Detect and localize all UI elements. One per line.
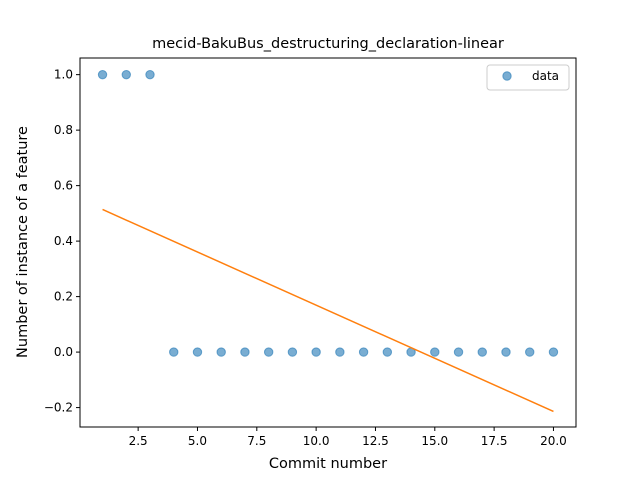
x-axis: 2.5 5.0 7.5 10.0 12.5 15.0 17.5 20.0	[129, 427, 567, 448]
data-point	[525, 347, 535, 357]
y-axis: −0.2 0.0 0.2 0.4 0.6 0.8 1.0	[44, 68, 80, 415]
legend-label-data: data	[532, 69, 559, 83]
legend-box	[486, 64, 570, 91]
data-point	[548, 347, 559, 357]
x-tick-label: 7.5	[247, 434, 266, 448]
x-axis-label: Commit number	[269, 456, 387, 472]
x-tick-label: 2.5	[129, 434, 148, 448]
data-point	[382, 347, 393, 357]
data-point	[145, 69, 155, 80]
y-tick-label: 0.4	[54, 234, 73, 248]
x-tick-label: 15.0	[421, 434, 448, 448]
data-point	[335, 347, 345, 357]
y-tick-label: 1.0	[54, 68, 73, 82]
data-point	[358, 347, 369, 357]
data-point	[169, 347, 179, 357]
data-point	[192, 347, 203, 357]
data-point	[121, 69, 131, 80]
x-tick-label: 10.0	[303, 434, 330, 448]
data-point	[287, 347, 298, 357]
data-point	[477, 347, 487, 357]
data-point	[97, 69, 108, 80]
data-point	[216, 347, 226, 357]
y-tick-label: −0.2	[44, 401, 73, 415]
legend: data	[486, 64, 570, 91]
y-tick-label: 0.0	[54, 345, 73, 359]
data-point	[501, 347, 511, 357]
legend-marker-data	[502, 71, 512, 81]
x-tick-label: 20.0	[540, 434, 567, 448]
data-point	[453, 347, 464, 357]
plot-area	[97, 69, 559, 413]
x-tick-label: 5.0	[188, 434, 207, 448]
y-tick-label: 0.8	[54, 123, 73, 137]
data-point	[430, 347, 440, 357]
fit-line	[102, 208, 554, 413]
y-tick-label: 0.2	[54, 290, 73, 304]
data-point	[240, 347, 250, 357]
x-tick-label: 17.5	[481, 434, 508, 448]
data-point	[311, 347, 321, 357]
data-point	[263, 347, 274, 357]
y-tick-label: 0.6	[54, 179, 73, 193]
chart-title: mecid-BakuBus_destructuring_declaration-…	[152, 36, 504, 52]
axes-frame	[79, 57, 577, 428]
x-tick-label: 12.5	[362, 434, 389, 448]
y-axis-label: Number of instance of a feature	[15, 126, 31, 358]
